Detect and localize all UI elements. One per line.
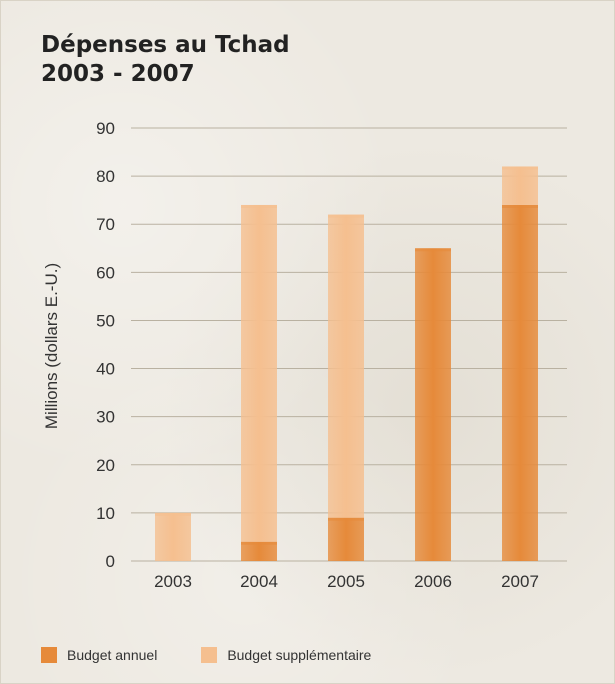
bar-cap-2004-0 [241,541,277,545]
bar-cap-2006-0 [415,248,451,252]
bar-cap-2007-1 [502,166,538,170]
chart-title-line2: 2003 - 2007 [41,61,195,87]
y-tick-label-70: 70 [96,215,115,234]
legend-item-budget-supplementaire: Budget supplémentaire [201,647,371,663]
y-tick-label-60: 60 [96,263,115,282]
legend: Budget annuel Budget supplémentaire [41,647,415,663]
y-tick-label-50: 50 [96,311,115,330]
bar-2005-budget-annuel [328,517,364,561]
bar-2004-budget-supplementaire [241,204,277,542]
x-tick-label-2006: 2006 [414,572,452,591]
bars [155,166,538,561]
x-tick-label-2004: 2004 [240,572,278,591]
bar-2007-budget-annuel [502,204,538,561]
y-tick-label-80: 80 [96,167,115,186]
x-tick-label-2007: 2007 [501,572,539,591]
legend-swatch-budget-supplementaire [201,647,218,663]
bar-cap-2007-0 [502,204,538,208]
bar-2003-budget-supplementaire [155,512,191,561]
y-tick-label-30: 30 [96,408,115,427]
legend-swatch-budget-annuel [41,647,57,663]
y-tick-label-20: 20 [96,456,115,475]
bar-2006-budget-annuel [415,248,451,561]
bar-cap-2003-1 [155,512,191,516]
y-tick-label-10: 10 [96,504,115,523]
y-axis-ticks: 0 10 20 30 40 50 60 70 80 90 [96,119,115,571]
y-axis-title: Millions (dollars E.-U.) [42,263,61,429]
bar-2005-budget-supplementaire [328,214,364,518]
x-axis-ticks: 2003 2004 2005 2006 2007 [154,572,539,591]
chart-title-line1: Dépenses au Tchad [41,32,290,58]
bar-cap-2004-1 [241,204,277,208]
bar-2007-budget-supplementaire [502,166,538,205]
x-tick-label-2005: 2005 [327,572,365,591]
legend-label-budget-supplementaire: Budget supplémentaire [227,647,372,663]
y-tick-label-90: 90 [96,119,115,138]
legend-item-budget-annuel: Budget annuel [41,647,157,663]
y-tick-label-0: 0 [106,552,115,571]
y-tick-label-40: 40 [96,360,115,379]
bar-cap-2005-0 [328,517,364,521]
chart-title: Dépenses au Tchad 2003 - 2007 [41,31,290,89]
x-tick-label-2003: 2003 [154,572,192,591]
bar-cap-2005-1 [328,214,364,218]
bar-2004-budget-annuel [241,541,277,561]
legend-label-budget-annuel: Budget annuel [67,647,158,663]
